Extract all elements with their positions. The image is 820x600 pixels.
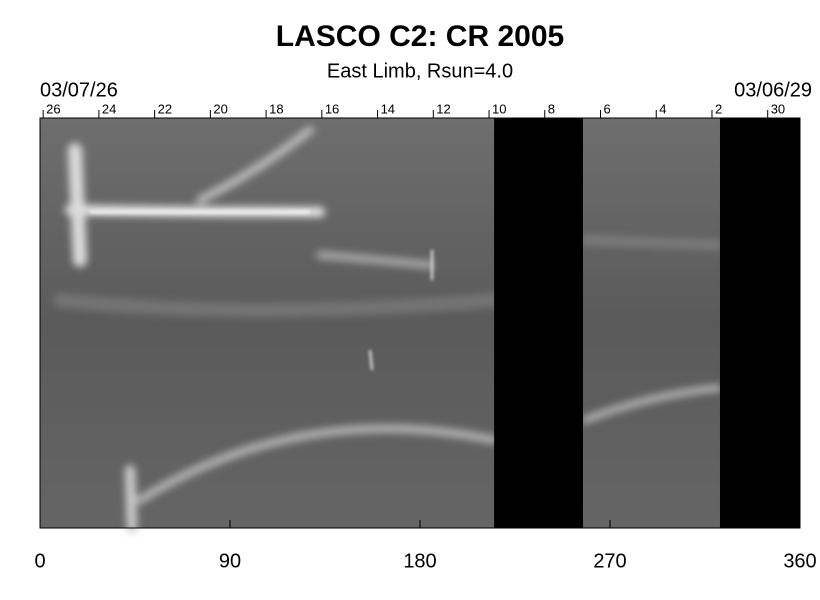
x-tick-label: 90 (219, 550, 241, 572)
top-tick-label: 4 (659, 101, 666, 116)
x-tick-label: 360 (783, 550, 816, 572)
top-tick-label: 16 (325, 101, 339, 116)
end-date: 03/06/29 (734, 79, 812, 101)
top-tick-label: 26 (46, 101, 60, 116)
top-tick-label: 2 (715, 101, 722, 116)
top-tick-label: 8 (548, 101, 555, 116)
top-tick-label: 20 (213, 101, 227, 116)
x-tick-label: 270 (593, 550, 626, 572)
top-tick-label: 24 (102, 101, 116, 116)
chart-title: LASCO C2: CR 2005 (276, 20, 564, 53)
top-tick-label: 10 (492, 101, 506, 116)
image-streaks (90, 210, 433, 371)
image-background (40, 118, 800, 528)
x-tick-label: 0 (34, 550, 45, 572)
top-tick-label: 6 (604, 101, 611, 116)
top-tick-label: 30 (771, 101, 785, 116)
top-tick-label: 22 (158, 101, 172, 116)
top-tick-label: 14 (381, 101, 395, 116)
chart-subtitle: East Limb, Rsun=4.0 (327, 60, 513, 82)
data-gap (494, 118, 583, 528)
data-gap (719, 118, 800, 528)
x-tick-label: 180 (403, 550, 436, 572)
top-tick-label: 18 (269, 101, 283, 116)
start-date: 03/07/26 (40, 79, 118, 101)
top-tick-label: 12 (436, 101, 450, 116)
image (40, 118, 800, 533)
